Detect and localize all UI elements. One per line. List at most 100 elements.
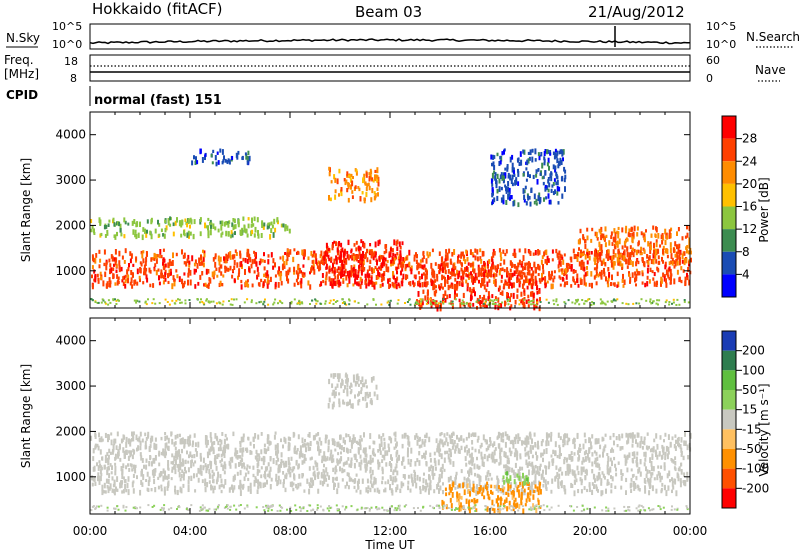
data-cell (189, 279, 192, 286)
data-cell (356, 274, 359, 280)
data-cell (499, 155, 502, 160)
data-cell (644, 451, 647, 458)
data-cell (256, 471, 259, 476)
data-cell (340, 264, 343, 269)
data-cell (322, 261, 324, 265)
data-cell (232, 254, 234, 260)
data-cell (178, 433, 181, 438)
data-cell (648, 445, 650, 449)
data-cell (674, 241, 677, 247)
data-cell (452, 442, 455, 447)
data-cell (610, 282, 612, 287)
data-cell (660, 281, 662, 287)
data-cell (480, 259, 483, 264)
data-cell (513, 252, 516, 257)
data-cell (176, 489, 179, 496)
data-cell (559, 283, 562, 287)
data-cell (636, 232, 639, 237)
data-cell (655, 259, 658, 264)
data-cell (162, 257, 165, 263)
data-cell (655, 433, 658, 439)
data-cell (444, 269, 447, 275)
data-cell (237, 222, 240, 228)
data-cell (157, 219, 159, 225)
data-cell (683, 300, 686, 303)
data-cell (558, 260, 561, 265)
data-cell (609, 466, 612, 473)
data-cell (353, 437, 356, 443)
data-cell (501, 267, 504, 272)
data-cell (339, 281, 342, 286)
data-cell (388, 283, 391, 289)
data-cell (347, 274, 350, 279)
data-cell (374, 453, 376, 457)
data-cell (150, 462, 153, 467)
data-cell (561, 276, 564, 282)
data-cell (560, 159, 563, 166)
data-cell (535, 169, 538, 174)
data-cell (599, 252, 602, 257)
data-cell (100, 301, 103, 304)
data-cell (451, 432, 453, 438)
data-cell (507, 181, 510, 187)
data-cell (616, 444, 619, 448)
data-cell (169, 216, 172, 221)
data-cell (132, 229, 135, 235)
data-cell (99, 475, 102, 482)
data-cell (425, 275, 428, 280)
data-cell (317, 260, 320, 265)
data-cell (343, 301, 346, 303)
data-cell (531, 470, 534, 476)
data-cell (276, 480, 279, 487)
data-cell (374, 241, 377, 248)
data-cell (284, 487, 287, 493)
data-cell (627, 435, 630, 441)
data-cell (315, 299, 317, 302)
data-cell (245, 447, 247, 452)
data-cell (456, 434, 458, 440)
data-cell (495, 180, 498, 186)
data-cell (141, 438, 144, 443)
data-cell (448, 294, 451, 299)
data-cell (526, 272, 529, 276)
data-cell (550, 489, 553, 494)
data-cell (369, 487, 372, 493)
data-cell (414, 461, 417, 467)
data-cell (96, 302, 99, 304)
data-cell (627, 303, 630, 306)
data-cell (126, 482, 129, 489)
data-cell (128, 468, 131, 472)
data-cell (336, 458, 339, 464)
data-cell (225, 221, 228, 226)
data-cell (332, 476, 335, 483)
data-cell (440, 432, 443, 436)
data-cell (675, 251, 678, 258)
data-cell (681, 236, 684, 241)
data-cell (337, 452, 340, 456)
data-cell (381, 480, 384, 485)
data-cell (591, 469, 594, 474)
data-cell (563, 166, 566, 172)
data-cell (181, 448, 183, 454)
data-cell (184, 466, 186, 472)
data-cell (359, 464, 362, 471)
data-cell (409, 303, 412, 306)
data-cell (602, 233, 605, 239)
data-cell (461, 269, 464, 274)
data-cell (424, 267, 427, 273)
data-cell (621, 255, 624, 261)
data-cell (233, 218, 236, 224)
data-cell (401, 264, 404, 269)
data-cell (206, 451, 209, 456)
data-cell (429, 452, 432, 458)
data-cell (432, 285, 435, 291)
data-cell (524, 280, 526, 284)
data-cell (174, 489, 177, 495)
data-cell (657, 233, 660, 239)
data-cell (534, 250, 537, 256)
data-cell (370, 474, 373, 480)
data-cell (450, 284, 453, 288)
data-cell (583, 486, 586, 491)
data-cell (189, 224, 191, 229)
data-cell (177, 298, 179, 301)
